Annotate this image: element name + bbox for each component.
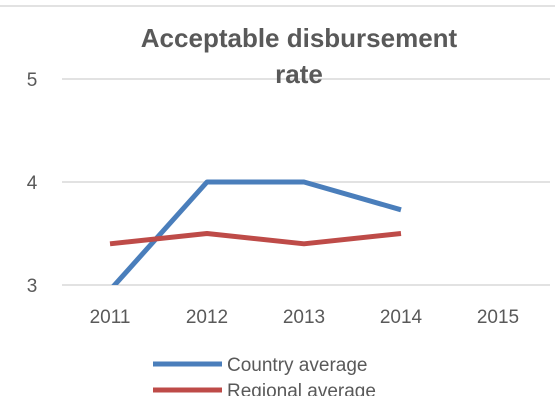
y-tick-label: 5 (27, 70, 38, 91)
y-axis-ticks: 3 4 5 (27, 70, 38, 297)
x-tick-label: 2013 (283, 307, 325, 328)
legend: Country average Regional average (153, 355, 376, 396)
x-tick-label: 2014 (380, 307, 423, 328)
chart-title-line-1: Acceptable disbursement (141, 23, 458, 53)
series-line-country-average (111, 179, 402, 285)
chart-title: Acceptable disbursement rate (141, 23, 458, 89)
x-tick-label: 2011 (90, 307, 131, 328)
chart-title-line-2: rate (275, 59, 323, 89)
x-tick-label: 2012 (186, 307, 228, 328)
y-tick-label: 3 (27, 276, 38, 297)
x-axis-ticks: 2011 2012 2013 2014 2015 (90, 307, 520, 328)
y-tick-label: 4 (27, 173, 38, 194)
x-tick-label: 2015 (477, 307, 519, 328)
series-line-regional-average (109, 231, 402, 247)
legend-label: Country average (227, 355, 367, 376)
series-lines (109, 179, 402, 285)
legend-label: Regional average (227, 381, 376, 396)
